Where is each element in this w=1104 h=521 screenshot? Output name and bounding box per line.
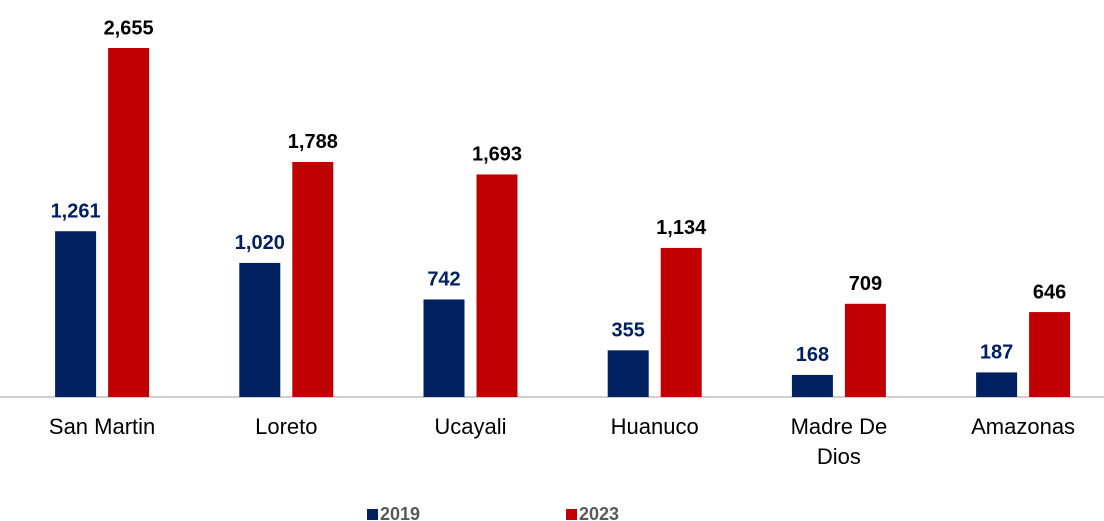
- x-tick-label: Loreto: [255, 414, 318, 439]
- x-tick-label: San Martin: [48, 414, 156, 439]
- data-label: 2,655: [104, 17, 154, 39]
- data-label: 187: [980, 342, 1013, 364]
- legend-swatch: [566, 509, 577, 520]
- bar: [476, 174, 518, 397]
- legend-label: 2023: [579, 504, 619, 521]
- x-tick-label: Huanuco: [610, 414, 699, 439]
- data-label: 646: [1033, 281, 1066, 303]
- data-label: 1,134: [656, 217, 707, 239]
- bar: [1029, 312, 1071, 397]
- data-label: 1,693: [472, 144, 522, 166]
- data-label: 1,020: [235, 232, 285, 254]
- data-label: 355: [612, 320, 645, 342]
- data-label: 742: [427, 269, 460, 291]
- data-label: 1,261: [51, 201, 101, 223]
- bar: [55, 231, 97, 397]
- x-tick-label: Ucayali: [434, 414, 507, 439]
- x-tick-label: Amazonas: [971, 414, 1076, 439]
- bar: [607, 350, 649, 397]
- bar: [844, 303, 886, 397]
- bar: [791, 374, 833, 397]
- bar: [292, 161, 334, 397]
- data-label: 709: [849, 273, 882, 295]
- x-tick-label: Madre De Dios: [790, 414, 888, 469]
- data-label: 168: [796, 344, 829, 366]
- bar: [239, 262, 281, 397]
- legend-label: 2019: [380, 504, 420, 521]
- bar: [976, 372, 1018, 397]
- legend-swatch: [367, 509, 378, 520]
- bar: [660, 247, 702, 397]
- bar: [423, 299, 465, 397]
- bar: [108, 48, 150, 397]
- data-label: 1,788: [288, 131, 338, 153]
